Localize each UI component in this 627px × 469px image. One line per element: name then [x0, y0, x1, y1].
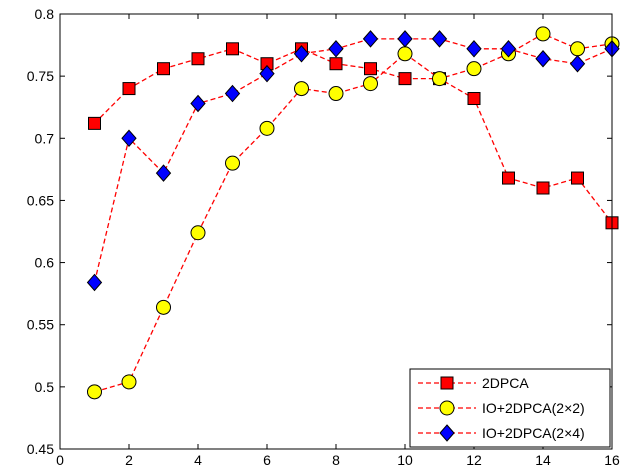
data-point-s0-14: [571, 171, 584, 185]
x-tick-label-1: 2: [125, 452, 133, 468]
data-point-s1-6: [294, 81, 309, 97]
x-tick-label-5: 10: [397, 452, 413, 468]
y-tick-label-1: 0.5: [35, 379, 55, 395]
x-tick-label-8: 16: [604, 452, 620, 468]
series-2: [86, 30, 620, 292]
x-tick-label-3: 6: [263, 452, 271, 468]
data-point-s2-7: [328, 40, 344, 58]
data-point-s1-9: [397, 46, 413, 62]
data-point-s0-2: [157, 62, 170, 76]
legend-entry-2: IO+2DPCA(2×4): [418, 424, 585, 442]
data-point-s0-13: [536, 181, 550, 195]
data-point-s0-1: [122, 82, 136, 96]
y-tick-label-3: 0.6: [35, 255, 55, 271]
data-point-s2-8: [362, 30, 379, 48]
data-point-s1-7: [328, 86, 344, 102]
legend-entry-1: IO+2DPCA(2×2): [418, 400, 585, 416]
data-point-s2-3: [190, 94, 206, 113]
x-tick-label-7: 14: [535, 452, 551, 468]
x-tick-label-6: 12: [466, 452, 482, 468]
x-tick-label-0: 0: [56, 452, 64, 468]
series-1: [87, 26, 620, 400]
data-point-s1-2: [156, 299, 171, 315]
y-tick-label-4: 0.65: [27, 192, 54, 208]
data-point-s1-8: [363, 76, 378, 92]
series-line-2: [93, 38, 613, 283]
data-point-s2-1: [121, 129, 137, 148]
data-point-s0-9: [398, 72, 412, 86]
series-layer: [86, 26, 620, 400]
data-point-s1-1: [121, 374, 137, 390]
data-point-s0-8: [364, 62, 377, 76]
data-point-s1-3: [190, 225, 206, 241]
series-line-1: [94, 33, 613, 393]
x-tick-label-4: 8: [332, 452, 340, 468]
data-point-s2-0: [86, 273, 103, 292]
data-point-s1-14: [570, 41, 585, 57]
y-tick-label-0: 0.45: [27, 441, 54, 457]
legend-marker-2: [439, 424, 455, 442]
data-point-s2-11: [466, 40, 482, 58]
data-point-s2-2: [155, 164, 172, 182]
legend-marker-0: [440, 376, 454, 390]
legend-label-1: IO+2DPCA(2×2): [482, 400, 585, 416]
data-point-s2-12: [500, 40, 517, 58]
data-point-s1-10: [432, 71, 447, 87]
y-tick-label-7: 0.8: [35, 6, 55, 22]
data-point-s2-5: [259, 64, 275, 83]
data-point-s1-11: [466, 61, 482, 77]
data-point-s0-0: [88, 116, 101, 130]
data-point-s0-7: [329, 57, 343, 71]
data-point-s2-14: [569, 54, 586, 73]
legend-label-2: IO+2DPCA(2×4): [482, 425, 585, 441]
legend-entry-0: 2DPCA: [418, 375, 529, 391]
data-point-s0-12: [502, 171, 515, 185]
legend-label-0: 2DPCA: [482, 375, 529, 391]
x-tick-label-2: 4: [194, 452, 202, 468]
y-tick-label-6: 0.75: [27, 68, 54, 84]
data-point-s1-4: [225, 155, 240, 171]
legend-marker-1: [439, 400, 455, 416]
data-point-s1-13: [535, 26, 551, 42]
data-point-s1-5: [259, 120, 275, 136]
data-point-s0-4: [226, 42, 239, 56]
data-point-s1-0: [87, 384, 102, 400]
data-point-s2-10: [431, 30, 448, 48]
data-point-s2-6: [293, 45, 310, 63]
y-tick-label-5: 0.7: [35, 130, 55, 146]
data-point-s2-9: [397, 30, 413, 48]
data-point-s0-11: [467, 92, 481, 106]
y-tick-label-2: 0.55: [27, 317, 54, 333]
legend: 2DPCA IO+2DPCA(2×2) IO+2DPCA(2×4): [409, 368, 611, 448]
series-0: [88, 42, 619, 230]
data-point-s2-4: [224, 84, 241, 103]
axes-layer: 0 2 4 6 8 10 12 14 16 0.45 0.5 0.55 0.6 0.65 0.7 0.75 0.…: [27, 6, 620, 468]
series-line-0: [94, 48, 613, 224]
data-point-s0-3: [191, 52, 205, 66]
data-point-s2-13: [535, 49, 551, 68]
